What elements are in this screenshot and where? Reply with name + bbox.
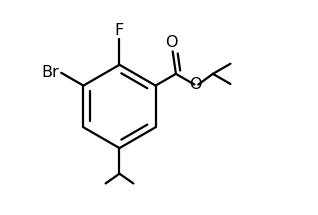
Text: Br: Br (41, 65, 59, 80)
Text: O: O (165, 35, 178, 50)
Text: O: O (189, 77, 202, 92)
Text: F: F (115, 23, 124, 38)
